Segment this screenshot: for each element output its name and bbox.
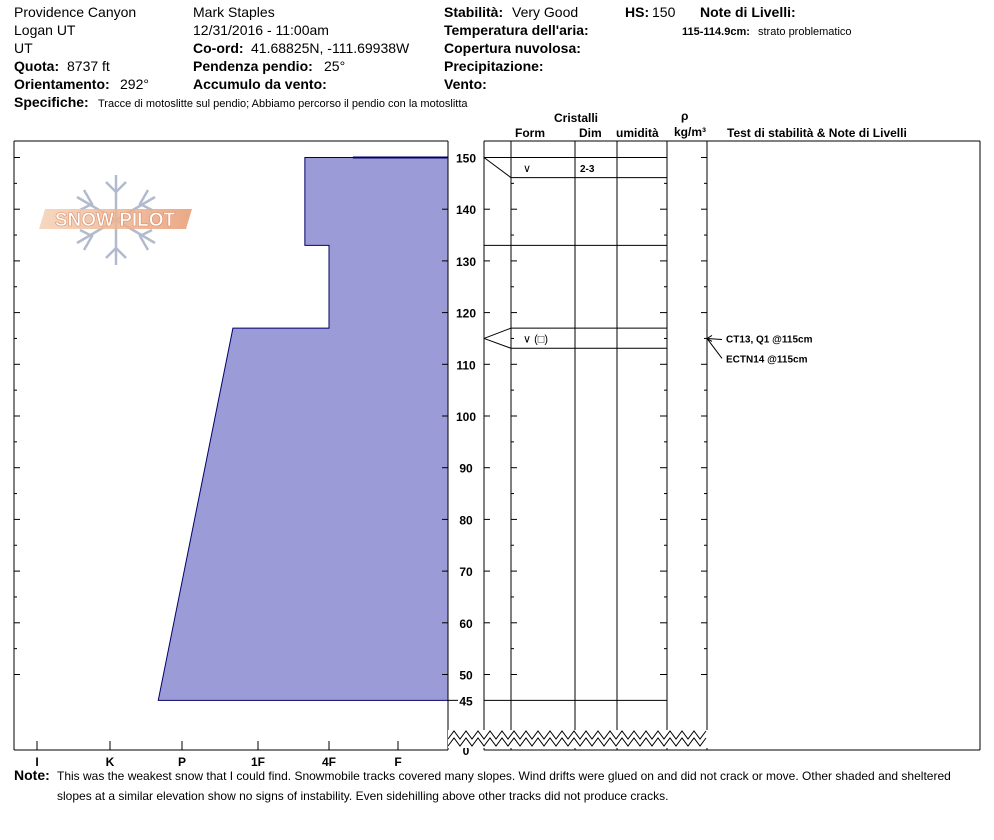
note-label: Note:	[14, 767, 50, 783]
layer-size: 2-3	[580, 164, 595, 175]
slope-value: 25°	[324, 58, 346, 74]
col-density-unit: kg/m³	[674, 125, 707, 139]
hardness-tick-label: 4F	[322, 755, 336, 769]
precip-label: Precipitazione:	[444, 58, 544, 74]
stability-test-label: ECTN14 @115cm	[726, 354, 808, 365]
depth-tick-label: 45	[459, 694, 473, 708]
datetime: 12/31/2016 - 11:00am	[193, 22, 329, 38]
snowpilot-logo: SNOW PILOT	[39, 175, 192, 265]
hs-label: HS:	[625, 4, 650, 20]
elevation-label: Quota:	[14, 58, 60, 74]
col-stability-notes: Test di stabilità & Note di Livelli	[727, 126, 907, 140]
note-line-1: This was the weakest snow that I could f…	[57, 769, 951, 783]
aspect-value: 292°	[120, 76, 149, 92]
hardness-tick-label: 1F	[251, 755, 265, 769]
layer-note-text: strato problematico	[758, 26, 852, 38]
layer-note-depth: 115-114.9cm:	[682, 26, 750, 38]
coord-value: 41.68825N, -111.69938W	[251, 40, 410, 56]
specifics-label: Specifiche:	[14, 94, 89, 110]
logo-text: SNOW PILOT	[55, 210, 176, 231]
hardness-profile	[157, 156, 449, 701]
state: UT	[14, 40, 33, 56]
layers-table: ∨ 2-3 ∨ (□)	[483, 157, 667, 701]
depth-tick-label: 0	[463, 744, 470, 758]
hardness-tick-label: I	[35, 755, 38, 769]
observer: Mark Staples	[193, 4, 275, 20]
stability-tests: CT13, Q1 @115cm ECTN14 @115cm	[706, 334, 813, 365]
elevation-value: 8737 ft	[67, 58, 110, 74]
specifics-text: Tracce di motoslitte sul pendio; Abbiamo…	[98, 98, 468, 110]
layer-connector	[483, 157, 512, 179]
wind-label: Vento:	[444, 76, 487, 92]
depth-tick-label: 100	[456, 410, 476, 424]
depth-tick-label: 80	[459, 513, 473, 527]
col-umidita: umidità	[616, 126, 659, 140]
layer-notes-label: Note di Livelli:	[700, 4, 796, 20]
layer-connector	[483, 337, 512, 349]
test-arrow-line	[706, 337, 723, 340]
col-rho: ρ	[681, 109, 689, 123]
stability-test-label: CT13, Q1 @115cm	[726, 334, 813, 345]
test-arrow-line-2	[706, 338, 723, 359]
hardness-profile-area	[157, 157, 449, 701]
layer-connector	[483, 327, 512, 339]
region: Logan UT	[14, 22, 76, 38]
layer-form-glyph: ∨	[523, 163, 531, 175]
layer-form-glyph: ∨ (□)	[523, 333, 548, 345]
stability-value: Very Good	[512, 4, 579, 20]
aspect-label: Orientamento:	[14, 76, 110, 92]
sky-label: Copertura nuvolosa:	[444, 40, 581, 56]
col-dim: Dim	[579, 126, 602, 140]
hs-value: 150	[652, 4, 676, 20]
depth-tick-label: 150	[456, 152, 476, 166]
hardness-tick-label: F	[394, 755, 401, 769]
stability-label: Stabilità:	[444, 4, 504, 20]
depth-tick-label: 130	[456, 255, 476, 269]
note-line-2: slopes at a similar elevation show no si…	[57, 789, 669, 803]
wind-loading-label: Accumulo da vento:	[193, 76, 327, 92]
hardness-ticks: I K P 1F 4F F	[35, 741, 402, 769]
depth-tick-label: 70	[459, 565, 473, 579]
col-form: Form	[515, 126, 545, 140]
hardness-tick-label: P	[178, 755, 186, 769]
depth-tick-label: 60	[459, 617, 473, 631]
air-temp-label: Temperatura dell'aria:	[444, 22, 589, 38]
slope-label: Pendenza pendio:	[193, 58, 313, 74]
depth-tick-label: 120	[456, 307, 476, 321]
depth-tick-label: 110	[456, 358, 476, 372]
col-cristalli: Cristalli	[554, 111, 599, 125]
depth-ticks: 150 140 130 120 110 100 90 80 70 60 50 45 0	[14, 152, 707, 758]
depth-tick-label: 140	[456, 203, 476, 217]
coord-label: Co-ord:	[193, 40, 244, 56]
depth-tick-label: 90	[459, 462, 473, 476]
depth-break-zigzag	[447, 730, 708, 748]
depth-tick-label: 50	[459, 669, 473, 683]
hardness-tick-label: K	[106, 755, 115, 769]
location: Providence Canyon	[14, 4, 137, 20]
